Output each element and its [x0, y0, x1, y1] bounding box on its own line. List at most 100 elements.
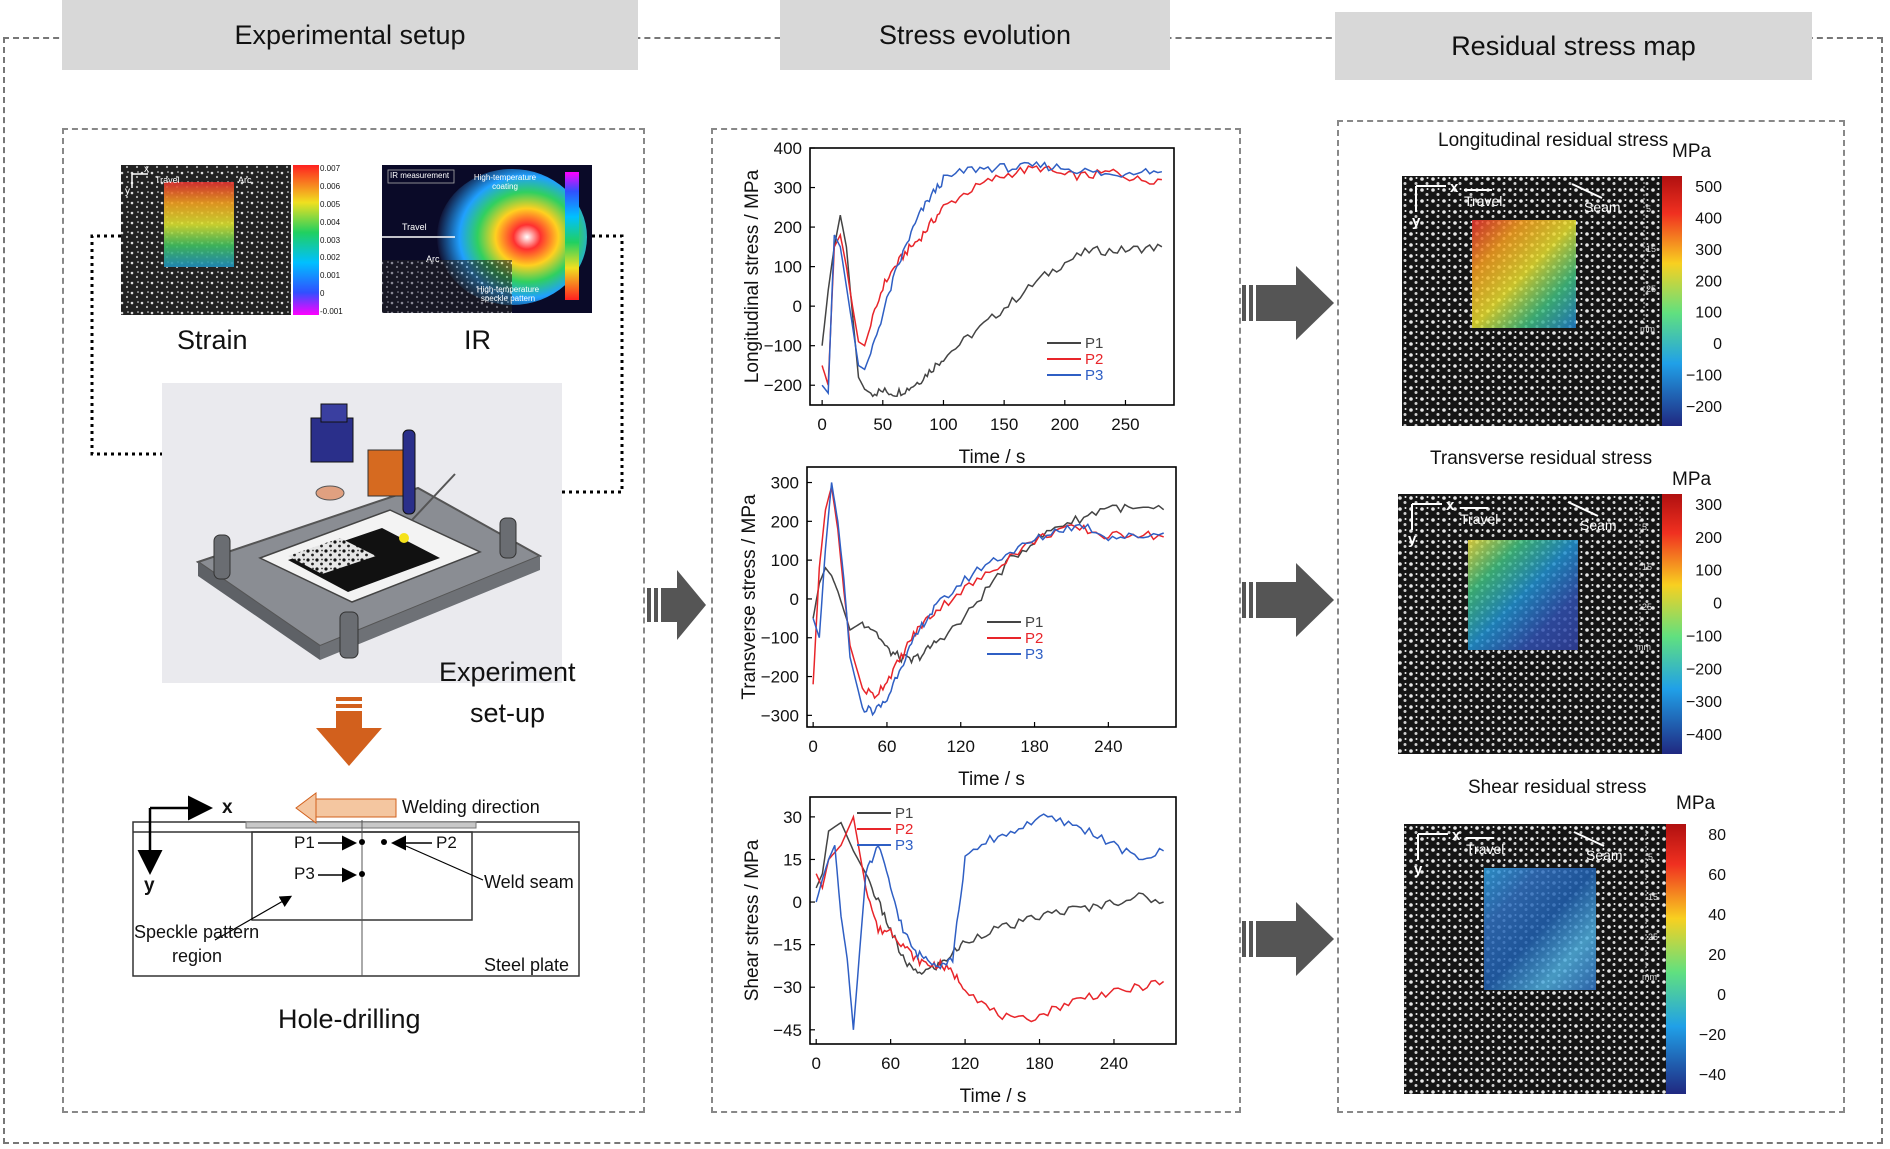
image-ruler-label: mm	[1642, 972, 1657, 982]
ir-caption: IR	[464, 325, 491, 355]
x-tick-label: 180	[1020, 737, 1048, 756]
strain-scale-tick: 0.003	[320, 235, 341, 245]
y-tick-label: 0	[790, 590, 799, 609]
header-stress-evolution: Stress evolution	[780, 0, 1170, 70]
image-ruler-label: 25	[1642, 602, 1652, 612]
x-tick-label: 0	[817, 415, 826, 434]
image-travel-label: Travel	[1466, 841, 1504, 857]
y-axis-label: Shear stress / MPa	[742, 839, 763, 1001]
image-y-label: y	[1412, 213, 1421, 230]
ir-speckle-label: High-temperature speckle pattern	[476, 285, 540, 303]
legend-label-p1: P1	[1085, 335, 1103, 352]
series-line-p3	[812, 482, 1164, 717]
residual-stress-patch	[1472, 220, 1576, 328]
x-tick-label: 100	[929, 415, 957, 434]
series-line-p3	[821, 160, 1163, 396]
residual-colorbar	[1662, 494, 1682, 754]
header-residual-map-text: Residual stress map	[1451, 30, 1696, 61]
y-tick-label: 100	[774, 258, 802, 277]
residual-scale-tick: −300	[1686, 694, 1722, 711]
strain-thumbnail	[121, 165, 319, 315]
residual-map-title: Shear residual stress	[1468, 777, 1646, 798]
flow-arrow-setup-to-evolution	[647, 570, 706, 640]
strain-scale-tick: 0.004	[320, 217, 341, 227]
residual-colorbar	[1666, 824, 1686, 1094]
residual-scale-tick: 0	[1717, 987, 1726, 1004]
speckle-region-label-2: region	[172, 946, 223, 966]
strain-scale-tick: -0.001	[320, 307, 343, 316]
strain-caption: Strain	[177, 325, 248, 355]
residual-unit-label: MPa	[1672, 141, 1712, 162]
y-tick-label: 30	[783, 808, 802, 827]
p3-label: P3	[294, 864, 315, 883]
residual-stress-patch	[1468, 540, 1578, 650]
y-tick-label: 300	[771, 474, 799, 493]
image-x-label: x	[1446, 497, 1455, 514]
residual-scale-tick: 20	[1708, 947, 1726, 964]
x-tick-label: 120	[947, 737, 975, 756]
schematic-x-label: x	[222, 797, 233, 818]
image-seam-arrow	[1573, 831, 1605, 847]
strain-scale-tick: 0.002	[320, 253, 341, 263]
legend-label-p2: P2	[895, 821, 913, 838]
residual-scale-tick: 500	[1695, 179, 1722, 196]
strain-scale-tick: 0.006	[320, 181, 341, 191]
strain-y-label: y	[125, 186, 130, 197]
ir-title: IR measurement	[390, 171, 450, 180]
legend-label-p2: P2	[1025, 630, 1043, 647]
steel-plate-label: Steel plate	[484, 955, 570, 975]
residual-scale-tick: 100	[1695, 563, 1722, 580]
x-axis-label: Time / s	[959, 447, 1026, 468]
point-p1	[359, 839, 365, 845]
flow-arrow-transverse	[1242, 563, 1334, 637]
image-y-label: y	[1414, 861, 1423, 878]
residual-unit-label: MPa	[1676, 793, 1716, 814]
header-residual-map: Residual stress map	[1335, 12, 1812, 80]
dotted-link-right	[440, 234, 624, 494]
y-tick-label: 200	[774, 218, 802, 237]
y-tick-label: −300	[761, 706, 799, 725]
header-experimental-setup: Experimental setup	[62, 0, 638, 70]
image-ruler-label: 5	[1642, 522, 1647, 532]
y-axis-label: Longitudinal stress / MPa	[742, 169, 763, 383]
image-x-label: x	[1452, 827, 1461, 844]
image-ruler-label: 15	[1646, 244, 1656, 254]
series-line-p2	[815, 814, 1165, 1023]
ir-travel-label: Travel	[402, 222, 427, 232]
residual-scale-tick: −100	[1686, 628, 1722, 645]
legend-label-p3: P3	[1085, 367, 1103, 384]
strain-scale-labels: 0.007 0.006 0.005 0.004 0.003 0.002 0.00…	[320, 164, 343, 316]
image-seam-label: Seam	[1580, 517, 1617, 533]
residual-scale-tick: −40	[1699, 1067, 1726, 1084]
x-axis-label: Time / s	[958, 769, 1025, 790]
ir-arc-label: Arc	[426, 254, 440, 264]
image-seam-arrow	[1571, 183, 1603, 199]
chart-frame	[806, 466, 1177, 728]
experiment-label-line2: set-up	[470, 698, 546, 728]
welding-direction-label: Welding direction	[402, 797, 540, 817]
image-y-label: y	[1408, 531, 1417, 548]
hole-drilling-caption: Hole-drilling	[278, 1004, 421, 1034]
hole-drilling-schematic	[132, 792, 580, 977]
chart-frame	[809, 796, 1177, 1045]
x-tick-label: 60	[881, 1054, 900, 1073]
p2-label: P2	[436, 833, 457, 852]
image-seam-label: Seam	[1586, 847, 1623, 863]
series-line-p3	[815, 813, 1164, 1030]
strain-scale-tick: 0.001	[320, 271, 341, 281]
series-line-p1	[821, 215, 1163, 398]
x-tick-label: 150	[990, 415, 1018, 434]
y-tick-label: −45	[773, 1021, 802, 1040]
image-seam-label: Seam	[1584, 199, 1621, 215]
x-tick-label: 240	[1094, 737, 1122, 756]
image-ruler-label: 25	[1648, 932, 1658, 942]
y-tick-label: −100	[761, 629, 799, 648]
y-tick-label: −200	[761, 668, 799, 687]
x-axis-label: Time / s	[960, 1086, 1027, 1107]
y-tick-label: −30	[773, 978, 802, 997]
strain-x-label: x	[144, 164, 149, 175]
residual-stress-patch	[1484, 868, 1596, 990]
image-ruler-label: 25	[1646, 284, 1656, 294]
